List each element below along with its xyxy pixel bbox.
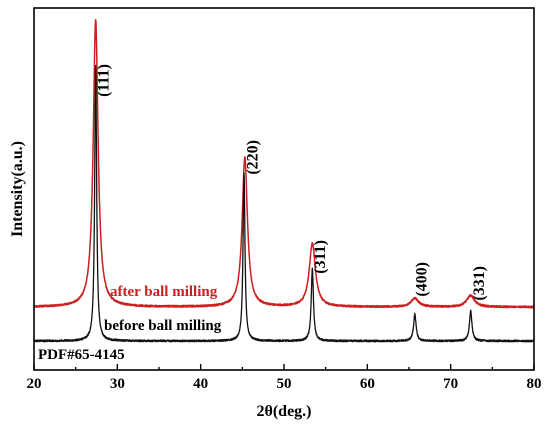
peak-label-0: (111) [95, 64, 112, 97]
series-label-after: after ball milling [110, 284, 218, 300]
peak-label-1: (220) [245, 140, 262, 175]
series-label-before: before ball milling [104, 318, 222, 334]
peak-label-4: (331) [471, 266, 488, 301]
x-tick-label-3: 50 [277, 376, 292, 392]
x-tick-label-1: 30 [110, 376, 125, 392]
plot-layer: (111) (220) (311) (400) (331) [33, 19, 535, 343]
x-tick-label-0: 20 [27, 376, 42, 392]
plot-frame [33, 7, 535, 371]
series-line-0 [33, 19, 535, 309]
x-tick-label-2: 40 [193, 376, 208, 392]
y-axis-title: Intensity(a.u.) [9, 141, 26, 237]
peak-label-3: (400) [414, 262, 431, 297]
x-axis-title: 2θ(deg.) [256, 403, 311, 420]
x-tick-label-5: 70 [443, 376, 458, 392]
x-tick-label-4: 60 [360, 376, 375, 392]
ticks-layer: 20 30 40 50 60 70 80 [27, 364, 542, 392]
series-line-1 [33, 64, 535, 343]
x-tick-label-6: 80 [527, 376, 542, 392]
peak-label-2: (311) [312, 240, 329, 274]
reference-pdf-label: PDF#65-4145 [38, 347, 125, 363]
